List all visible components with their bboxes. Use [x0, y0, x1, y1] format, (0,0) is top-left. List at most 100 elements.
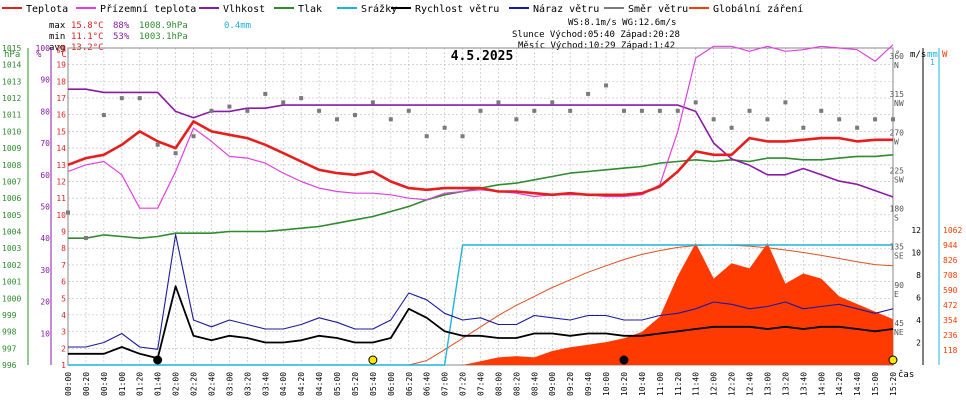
- ground-temp-line: [67, 44, 894, 209]
- time-tick-label: 05:20: [351, 372, 360, 396]
- stats-temp-max: 15.8°C: [71, 21, 104, 31]
- temperature-axis-label: °C: [56, 50, 67, 60]
- wind-direction-point: [460, 134, 465, 139]
- stats-humidity-min: 53%: [113, 32, 130, 42]
- wind-direction-point: [891, 117, 895, 122]
- wind-direction-point: [873, 117, 878, 122]
- direction-tick-label: 180: [890, 205, 905, 214]
- humidity-tick-label: 100: [36, 44, 51, 53]
- stats-pressure-max: 1008.9hPa: [139, 21, 188, 31]
- time-tick-label: 10:20: [620, 372, 629, 396]
- temperature-tick-label: 5: [61, 294, 66, 303]
- wind-direction-point: [783, 100, 788, 105]
- time-tick-label: 00:00: [64, 372, 73, 396]
- pressure-tick-label: 1006: [2, 194, 21, 203]
- temperature-tick-label: 14: [56, 144, 66, 153]
- radiation-tick-label: 118: [943, 346, 958, 355]
- direction-tick-name: N: [894, 61, 899, 70]
- direction-tick-label: 315: [890, 90, 905, 99]
- time-tick-label: 09:20: [566, 372, 575, 396]
- temperature-tick-label: 11: [56, 194, 66, 203]
- time-tick-label: 05:40: [369, 372, 378, 396]
- wind-direction-point: [335, 117, 340, 122]
- stats-label-max: max: [49, 21, 66, 31]
- wind-direction-point: [299, 96, 304, 101]
- wind-direction-point: [83, 235, 88, 240]
- humidity-tick-label: 90: [40, 76, 50, 85]
- time-tick-label: 11:20: [674, 372, 683, 396]
- direction-tick-name: SW: [894, 175, 904, 184]
- time-tick-label: 14:00: [817, 372, 826, 396]
- humidity-tick-label: 80: [40, 107, 50, 116]
- wind-direction-point: [173, 151, 178, 156]
- wind-direction-point: [819, 108, 824, 113]
- temperature-tick-label: 9: [61, 228, 66, 237]
- pressure-tick-label: 1010: [2, 127, 21, 136]
- legend-label-8: Směr větru: [628, 3, 688, 15]
- time-tick-label: 04:40: [315, 372, 324, 396]
- legend-label-5: Srážky: [361, 3, 397, 15]
- time-tick-label: 08:00: [494, 372, 503, 396]
- time-tick-label: 01:20: [136, 372, 145, 396]
- pressure-tick-label: 998: [2, 328, 17, 337]
- wind-direction-point: [442, 125, 447, 130]
- humidity-line: [68, 88, 894, 198]
- time-tick-label: 12:40: [746, 372, 755, 396]
- wind-direction-point: [370, 100, 375, 105]
- wind-direction-point: [496, 100, 501, 105]
- time-tick-label: 01:00: [118, 372, 127, 396]
- time-axis: 00:00 00:20 00:40 01:00 01:20 01:40 02:00 02:20…: [64, 369, 914, 396]
- stats-moon: Měsíc Východ:10:29 Západ:1:42: [518, 41, 675, 51]
- moon-marker: [619, 355, 629, 365]
- time-tick-label: 02:40: [207, 372, 216, 396]
- wind-gust-line: [68, 233, 894, 350]
- stats-rain-max: 0.4mm: [224, 21, 251, 31]
- pressure-tick-label: 1004: [2, 228, 21, 237]
- temperature-tick-label: 8: [61, 244, 66, 253]
- time-tick-label: 12:20: [728, 372, 737, 396]
- temperature-tick-label: 10: [56, 211, 66, 220]
- wind-direction-point: [406, 108, 411, 113]
- pressure-tick-label: 1009: [2, 144, 21, 153]
- radiation-tick-label: 590: [943, 286, 958, 295]
- time-tick-label: 09:00: [548, 372, 557, 396]
- direction-tick-label: 225: [890, 166, 905, 175]
- stats-label-avg: avg: [49, 43, 65, 53]
- time-tick-label: 07:20: [459, 372, 468, 396]
- humidity-tick-label: 20: [40, 298, 50, 307]
- direction-tick-name: W: [894, 137, 899, 146]
- chart-marks: [66, 44, 898, 366]
- stats-temp-min: 11.1°C: [71, 32, 104, 42]
- wind-direction-point: [137, 96, 142, 101]
- time-tick-label: 12:00: [710, 372, 719, 396]
- radiation-tick-label: 472: [943, 301, 958, 310]
- stats-label-min: min: [49, 32, 65, 42]
- wind-axis-label: m/s: [910, 50, 926, 60]
- legend-label-6: Rychlost větru: [415, 3, 499, 15]
- pressure-tick-label: 996: [2, 361, 17, 370]
- wind-direction-point: [801, 125, 806, 130]
- radiation-axis-label: W: [942, 50, 948, 60]
- direction-tick-label: 270: [890, 128, 905, 137]
- time-tick-label: 13:40: [799, 372, 808, 396]
- time-tick-label: 14:40: [853, 372, 862, 396]
- humidity-axis-label: %: [36, 50, 42, 60]
- time-tick-label: 06:00: [387, 372, 396, 396]
- time-tick-label: 03:00: [225, 372, 234, 396]
- moon-marker: [153, 355, 163, 365]
- time-tick-label: 10:00: [602, 372, 611, 396]
- wind-direction-point: [119, 96, 124, 101]
- temperature-tick-label: 7: [61, 261, 66, 270]
- sun-marker: [888, 355, 898, 365]
- rain-tick-label: 1: [930, 58, 935, 67]
- rain-line: [68, 244, 893, 366]
- time-tick-label: 15:20: [889, 372, 898, 396]
- chart-date-title: 4.5.2025: [451, 49, 514, 64]
- time-tick-label: 09:40: [584, 372, 593, 396]
- pressure-tick-label: 1007: [2, 177, 21, 186]
- wind-direction-point: [837, 117, 842, 122]
- time-tick-label: 04:00: [279, 372, 288, 396]
- temperature-tick-label: 1: [61, 361, 66, 370]
- temperature-tick-label: 3: [61, 328, 66, 337]
